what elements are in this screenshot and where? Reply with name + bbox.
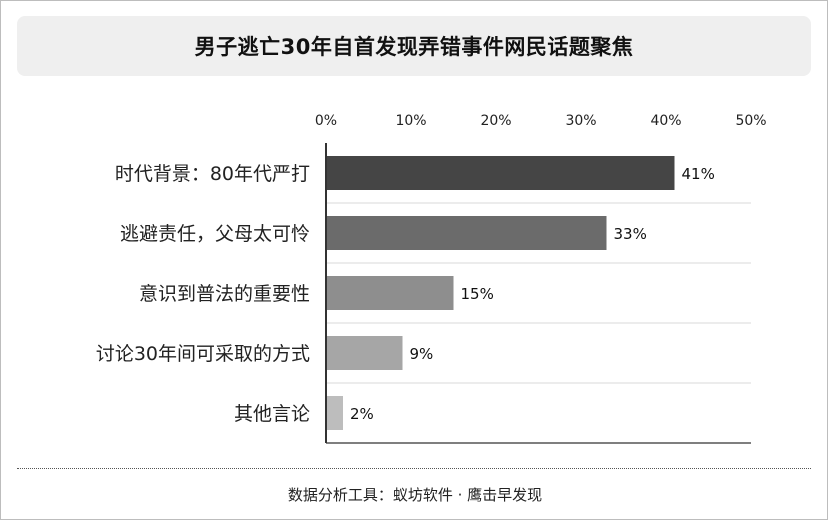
data-label: 33% xyxy=(614,225,647,243)
title-banner: 男子逃亡30年自首发现弄错事件网民话题聚焦 xyxy=(17,16,811,76)
x-tick-label: 50% xyxy=(735,113,766,129)
category-label: 讨论30年间可采取的方式 xyxy=(96,343,310,365)
x-tick-label: 30% xyxy=(565,113,596,129)
x-tick-label: 0% xyxy=(315,113,337,129)
chart-title: 男子逃亡30年自首发现弄错事件网民话题聚焦 xyxy=(194,35,634,59)
category-label: 逃避责任，父母太可怜 xyxy=(120,223,310,245)
category-label: 时代背景：80年代严打 xyxy=(115,163,310,185)
footer-divider xyxy=(17,468,811,469)
category-label: 意识到普法的重要性 xyxy=(139,283,310,305)
bar xyxy=(326,336,403,370)
x-tick-label: 10% xyxy=(395,113,426,129)
data-label: 9% xyxy=(410,345,434,363)
x-tick-label: 20% xyxy=(480,113,511,129)
category-label: 其他言论 xyxy=(234,403,310,425)
bar xyxy=(326,216,607,250)
footer-source: 数据分析工具：蚁坊软件 · 鹰击早发现 xyxy=(287,486,543,504)
data-label: 41% xyxy=(682,165,715,183)
data-label: 2% xyxy=(350,405,374,423)
bar xyxy=(326,276,454,310)
data-label: 15% xyxy=(461,285,494,303)
bar xyxy=(326,396,343,430)
x-tick-label: 40% xyxy=(650,113,681,129)
bar xyxy=(326,156,675,190)
